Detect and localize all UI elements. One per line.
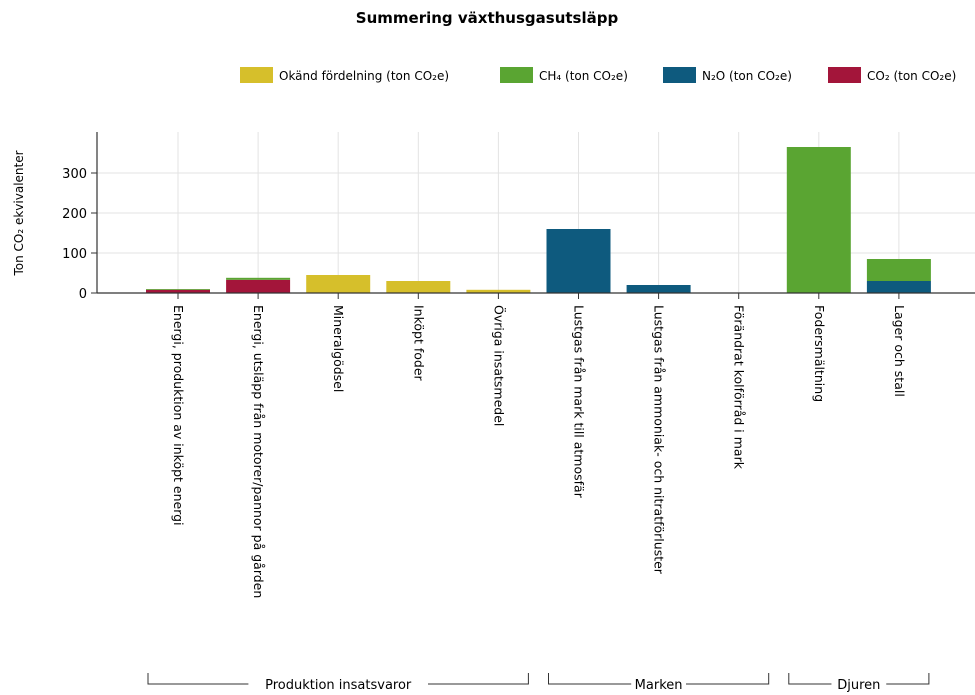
bar-segment	[626, 285, 691, 293]
x-tick-label: Lustgas från mark till atmosfär	[572, 305, 587, 499]
bar-segment	[226, 279, 291, 293]
legend-swatch	[828, 67, 861, 83]
legend-label: CO₂ (ton CO₂e)	[867, 69, 956, 83]
bar-segment	[226, 277, 291, 280]
legend-swatch	[663, 67, 696, 83]
bar-segment	[866, 259, 931, 281]
chart-title: Summering växthusgasutsläpp	[356, 9, 619, 27]
bar-segment	[786, 147, 851, 293]
y-tick-label: 300	[62, 167, 87, 182]
y-tick-label: 0	[79, 287, 87, 302]
x-tick-label: Inköpt foder	[411, 305, 426, 382]
legend: Okänd fördelning (ton CO₂e) CH₄ (ton CO₂e…	[240, 67, 956, 83]
bars	[146, 147, 931, 293]
x-tick-label: Förändrat kolförråd i mark	[732, 305, 747, 470]
y-axis-ticks: 0 100 200 300	[62, 167, 97, 302]
bar-segment	[146, 289, 210, 293]
group-label: Djuren	[837, 678, 880, 693]
x-tick-label: Lager och stall	[892, 305, 907, 397]
legend-swatch	[240, 67, 273, 83]
bar-segment	[386, 281, 451, 293]
bar-segment	[866, 281, 931, 293]
bar-segment	[466, 289, 531, 293]
bar-segment	[546, 229, 611, 293]
x-axis-labels: Energi, produktion av inköpt energi Energ…	[171, 293, 907, 598]
group-label: Marken	[635, 678, 683, 693]
y-tick-label: 200	[62, 207, 87, 222]
group-bracket	[686, 673, 770, 685]
legend-label: CH₄ (ton CO₂e)	[539, 69, 628, 83]
bar-segment	[306, 275, 371, 293]
x-tick-label: Lustgas från ammoniak- och nitratförlust…	[652, 305, 667, 575]
group-bracket	[788, 673, 832, 685]
group-label: Produktion insatsvaror	[265, 678, 412, 693]
legend-swatch	[500, 67, 533, 83]
bar-segment	[146, 289, 210, 290]
group-bracket	[428, 673, 529, 685]
group-bracket	[548, 673, 632, 685]
group-bracket	[886, 673, 930, 685]
x-tick-label: Energi, produktion av inköpt energi	[171, 305, 186, 526]
y-tick-label: 100	[62, 247, 87, 262]
x-tick-label: Mineralgödsel	[331, 305, 346, 392]
x-tick-label: Fodersmältning	[812, 305, 827, 402]
category-groups: Produktion insatsvaror Marken Djuren	[147, 673, 930, 693]
x-tick-label: Energi, utsläpp från motorer/pannor på g…	[251, 305, 266, 598]
legend-label: Okänd fördelning (ton CO₂e)	[279, 69, 449, 83]
group-bracket	[147, 673, 249, 685]
legend-label: N₂O (ton CO₂e)	[702, 69, 792, 83]
y-axis-label: Ton CO₂ ekvivalenter	[12, 150, 26, 276]
x-tick-label: Övriga insatsmedel	[491, 305, 507, 426]
